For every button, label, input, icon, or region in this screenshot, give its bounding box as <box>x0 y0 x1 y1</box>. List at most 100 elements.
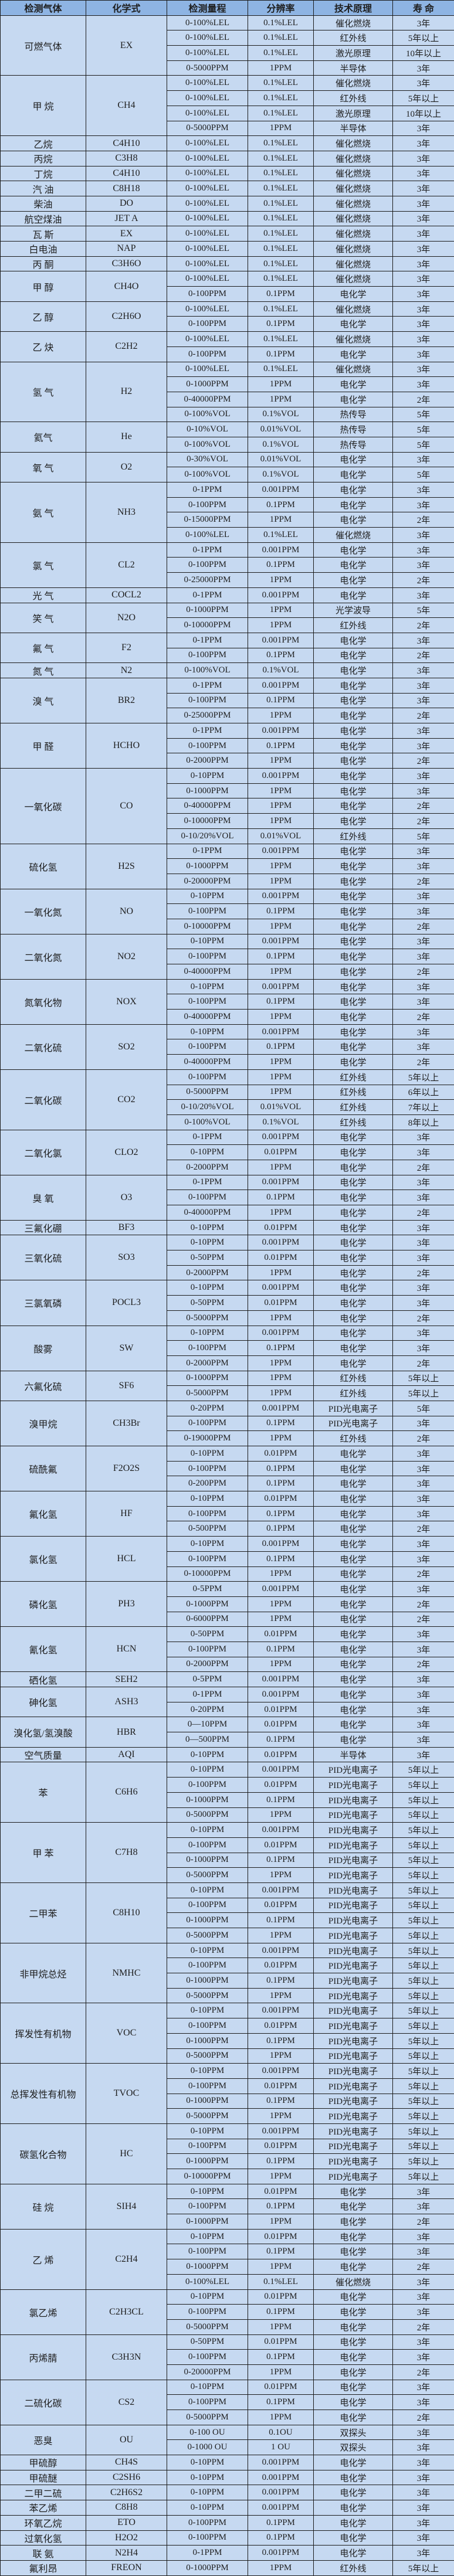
principle-cell: 电化学 <box>313 1491 393 1507</box>
formula-cell: CH4O <box>86 271 167 302</box>
formula-cell: C3H8 <box>86 150 167 166</box>
table-row: 0-1000PPM 1PPM 电化学 2年 <box>1 2214 454 2230</box>
lifespan-cell: 3年 <box>392 271 454 287</box>
gas-name-cell: 砷化氢 <box>0 1686 86 1718</box>
gas-name-cell: 二甲二硫 <box>0 2485 86 2501</box>
formula-cell: HCL <box>86 1536 167 1582</box>
principle-cell: 电化学 <box>313 1174 393 1191</box>
table-row: 航空煤油 JET A 0-100%LEL 0.1%LEL 催化燃烧 3年 <box>0 210 454 227</box>
principle-cell: 激光原理 <box>313 45 393 61</box>
lifespan-cell: 3年 <box>392 677 454 694</box>
gas-name-cell: 氟利昂 <box>0 2560 86 2576</box>
lifespan-cell: 3年 <box>392 768 454 784</box>
range-cell: 0-10PPM <box>167 888 248 905</box>
gas-name-cell: 甲 烷 <box>0 75 86 137</box>
table-row: 0-100PPM 0.01PPM PID光电离子 5年以上 <box>1 1897 454 1914</box>
resolution-cell: 0.001PPM <box>248 1129 314 1146</box>
formula-cell: SF6 <box>86 1370 167 1401</box>
lifespan-cell: 5年以上 <box>392 1958 454 1974</box>
lifespan-cell: 5年以上 <box>392 2123 454 2139</box>
resolution-cell: 0.01PPM <box>248 1446 314 1462</box>
range-cell: 0-40000PPM <box>167 391 248 407</box>
lifespan-cell: 3年 <box>392 557 454 573</box>
table-row: 甲硫醇 CH4S 0-10PPM 0.001PPM 电化学 3年 <box>0 2455 454 2470</box>
range-cell: 0-100%VOL <box>167 406 248 423</box>
range-cell: 0-5000PPM <box>167 2319 248 2335</box>
table-body: 可燃气体 EX 0-100%LEL 0.1%LEL 催化燃烧 3年 0-100%LEL 0.1… <box>0 15 454 2576</box>
resolution-cell: 1PPM <box>248 2319 314 2335</box>
table-row: 溴化氢/氢溴酸 HBR 0—10PPM 0.01PPM 电化学 3年 <box>0 1717 454 1748</box>
gas-name-cell: 磷化氢 <box>0 1581 86 1627</box>
range-cell: 0-20PPM <box>167 1701 248 1718</box>
table-row: 0-5000PPM 1PPM PID光电离子 5年以上 <box>1 1867 454 1883</box>
resolution-cell: 0.001PPM <box>248 2500 314 2516</box>
resolution-cell: 0.01PPM <box>248 1219 314 1236</box>
principle-cell: 半导体 <box>313 60 393 76</box>
formula-cell: JET A <box>86 210 167 227</box>
range-cell: 0-100PPM <box>167 1777 248 1793</box>
lifespan-cell: 3年 <box>392 1325 454 1341</box>
lifespan-cell: 3年 <box>392 2514 454 2531</box>
formula-cell: CH3Br <box>86 1400 167 1447</box>
table-row: 0-2000PPM 1PPM 电化学 2年 <box>1 1265 454 1281</box>
formula-cell: C8H18 <box>86 181 167 196</box>
gas-name-cell: 汽 油 <box>0 181 86 196</box>
lifespan-cell: 2年 <box>392 2214 454 2230</box>
principle-cell: 电化学 <box>313 1205 393 1221</box>
principle-cell: 电化学 <box>313 753 393 769</box>
table-row: 0-5000PPM 1PPM PID光电离子 5年以上 <box>1 2048 454 2064</box>
range-cell: 0-40000PPM <box>167 1009 248 1025</box>
range-cell: 0-1000PPM <box>167 783 248 799</box>
formula-cell: C2SH6 <box>86 2469 167 2486</box>
range-cell: 0-2000PPM <box>167 1159 248 1175</box>
lifespan-cell: 3年 <box>392 2424 454 2441</box>
resolution-cell: 1PPM <box>248 1987 314 2004</box>
gas-name-cell: 氟 气 <box>0 632 86 664</box>
resolution-cell: 1PPM <box>248 1265 314 1281</box>
table-row: 空气质量 AQI 0-10PPM 0.01PPM 半导体 3年 <box>0 1746 454 1763</box>
table-row: 0-100PPM 0.01PPM PID光电离子 5年以上 <box>1 1777 454 1793</box>
table-row: 0-100PPM 0.1PPM 电化学 3年 <box>1 286 454 302</box>
range-cell: 0-50PPM <box>167 1250 248 1266</box>
range-cell: 0-1000PPM <box>167 1852 248 1868</box>
gas-name-cell: 氯乙烯 <box>0 2289 86 2335</box>
lifespan-cell: 3年 <box>392 15 454 31</box>
lifespan-cell: 3年 <box>392 165 454 182</box>
principle-cell: 热传导 <box>313 406 393 423</box>
range-cell: 0-100PPM <box>167 994 248 1010</box>
principle-cell: 电化学 <box>313 903 393 919</box>
range-cell: 0-100%LEL <box>167 165 248 182</box>
formula-cell: POCL3 <box>86 1280 167 1326</box>
lifespan-cell: 3年 <box>392 527 454 543</box>
gas-name-cell: 氮氧化物 <box>0 978 86 1025</box>
range-cell: 0-1000PPM <box>167 2153 248 2169</box>
principle-cell: 电化学 <box>313 1717 393 1733</box>
table-row: 乙 醇 C2H6O 0-100%LEL 0.1%LEL 催化燃烧 3年 <box>0 301 454 332</box>
table-row: 0-100PPM 0.1PPM 电化学 3年 <box>1 2394 454 2410</box>
range-cell: 0-1PPM <box>167 1174 248 1191</box>
principle-cell: 电化学 <box>313 1641 393 1657</box>
principle-cell: 电化学 <box>313 2469 393 2486</box>
range-cell: 0-1000PPM <box>167 1792 248 1808</box>
lifespan-cell: 2年 <box>392 2259 454 2275</box>
range-cell: 0-100PPM <box>167 2304 248 2320</box>
resolution-cell: 0.1PPM <box>248 2093 314 2109</box>
range-cell: 0-100PPM <box>167 346 248 362</box>
principle-cell: 催化燃烧 <box>313 181 393 196</box>
lifespan-cell: 5年以上 <box>392 1777 454 1793</box>
formula-cell: OU <box>86 2424 167 2456</box>
range-cell: 0-100PPM <box>167 1506 248 1522</box>
range-cell: 0-20PPM <box>167 1400 248 1416</box>
resolution-cell: 1PPM <box>248 1009 314 1025</box>
formula-cell: CH4 <box>86 75 167 137</box>
range-cell: 0-10000PPM <box>167 813 248 829</box>
range-cell: 0-100%LEL <box>167 241 248 257</box>
table-row: 0-20000PPM 1PPM 电化学 2年 <box>1 873 454 889</box>
table-row: 0-5000PPM 1PPM PID光电离子 5年以上 <box>1 1987 454 2004</box>
lifespan-cell: 5年以上 <box>392 1928 454 1943</box>
lifespan-cell: 5年以上 <box>392 1069 454 1085</box>
table-row: 0-100PPM 0.1PPM 电化学 3年 <box>1 994 454 1010</box>
lifespan-cell: 2年 <box>392 1310 454 1326</box>
gas-name-cell: 光 气 <box>0 587 86 603</box>
table-row: 总挥发性有机物 TVOC 0-10PPM 0.001PPM PID光电离子 5年以上 <box>0 2063 454 2124</box>
